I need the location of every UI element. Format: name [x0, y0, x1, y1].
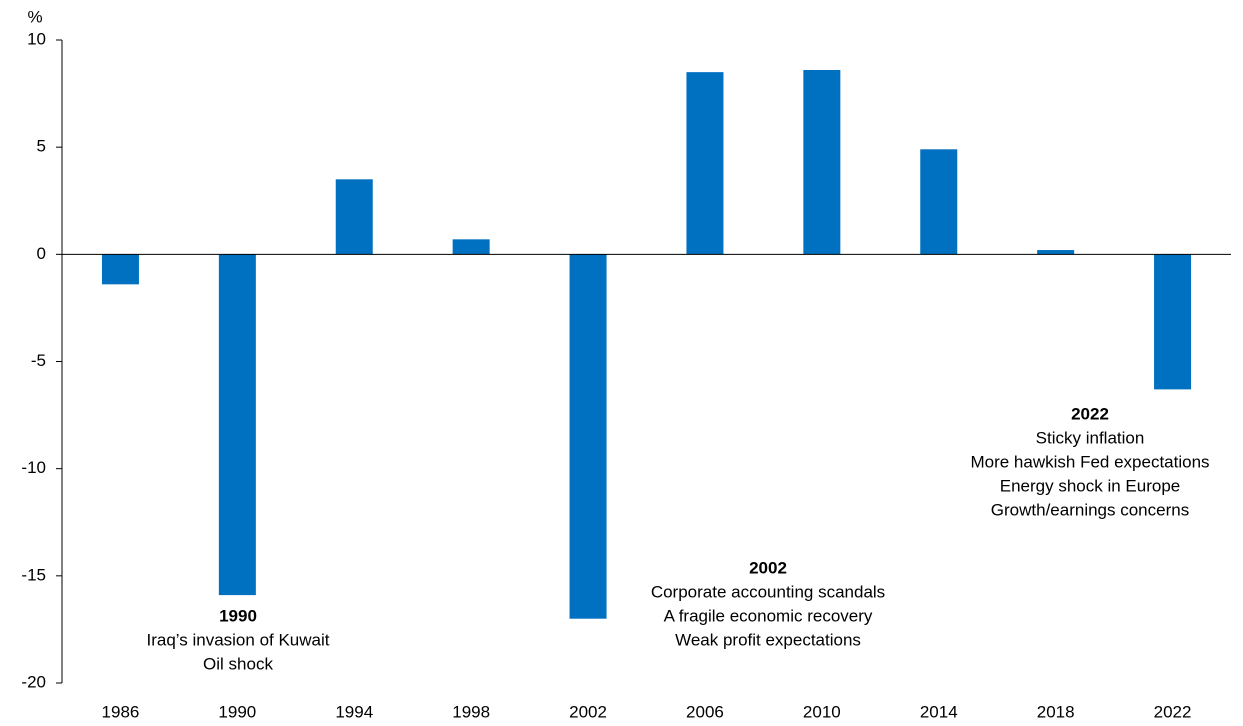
annotation-title: 2002 [749, 558, 787, 577]
bar [101, 254, 139, 285]
x-tick-label: 1998 [452, 702, 490, 721]
y-tick-label: -10 [21, 458, 46, 477]
bar [803, 70, 841, 255]
x-tick-label: 2010 [803, 702, 841, 721]
y-tick-label: -20 [21, 672, 46, 691]
y-tick-label: -15 [21, 565, 46, 584]
annotation-line: Growth/earnings concerns [991, 500, 1189, 519]
bar [1154, 254, 1192, 390]
annotation-title: 2022 [1071, 404, 1109, 423]
x-tick-label: 2018 [1037, 702, 1075, 721]
annotation-title: 1990 [219, 606, 257, 625]
annotation-line: Energy shock in Europe [1000, 476, 1181, 495]
bar [218, 254, 256, 596]
annotation-line: Weak profit expectations [675, 630, 861, 649]
annotation-line: More hawkish Fed expectations [970, 452, 1209, 471]
annotation-line: A fragile economic recovery [664, 606, 873, 625]
x-tick-label: 2002 [569, 702, 607, 721]
annotation-line: Oil shock [203, 654, 273, 673]
x-tick-label: 1994 [335, 702, 373, 721]
bar [686, 72, 724, 255]
bar [452, 239, 490, 255]
bar [569, 254, 607, 619]
annotation-line: Corporate accounting scandals [651, 582, 885, 601]
annotation-line: Iraq’s invasion of Kuwait [146, 630, 329, 649]
annotation-line: Sticky inflation [1036, 428, 1145, 447]
bar [920, 149, 958, 255]
x-tick-label: 2006 [686, 702, 724, 721]
y-tick-label: 10 [27, 29, 46, 48]
y-tick-label: 5 [37, 137, 46, 156]
y-tick-label: -5 [31, 351, 46, 370]
x-tick-label: 1986 [102, 702, 140, 721]
y-tick-label: 0 [37, 244, 46, 263]
x-tick-label: 1990 [218, 702, 256, 721]
x-tick-label: 2022 [1154, 702, 1192, 721]
y-unit: % [27, 7, 42, 26]
bar [1037, 250, 1075, 255]
x-tick-label: 2014 [920, 702, 958, 721]
bar [335, 179, 373, 255]
